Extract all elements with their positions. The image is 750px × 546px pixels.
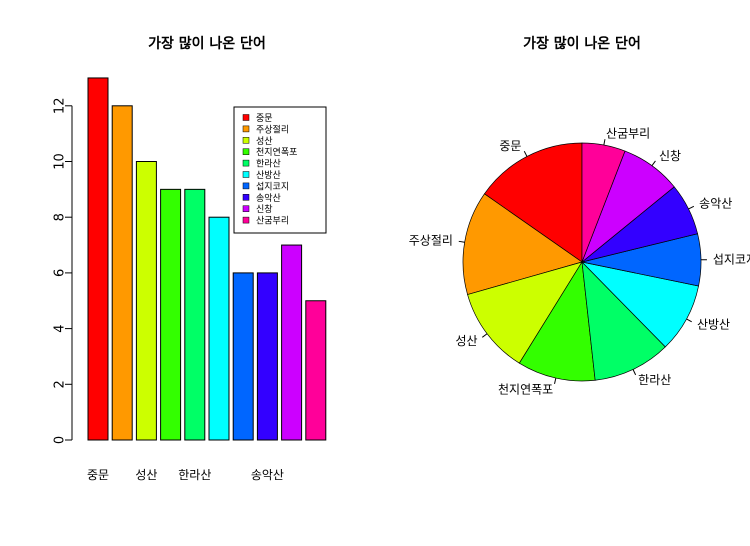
- bar-y-tick-label: 10: [53, 153, 68, 170]
- legend-swatch: [243, 172, 249, 178]
- bar-1: [112, 106, 132, 440]
- pie-label-tick: [555, 378, 556, 384]
- legend-entry: 섭지코지: [256, 181, 289, 192]
- bar-chart-title: 가장 많이 나온 단어: [148, 35, 266, 52]
- legend-swatch: [243, 149, 249, 155]
- bar-3: [161, 189, 181, 440]
- pie-label: 신창: [659, 149, 681, 163]
- bar-x-labels: 중문 성산 한라산 송악산: [87, 468, 284, 482]
- bar-x-label: 송악산: [251, 468, 284, 482]
- legend-swatch: [243, 115, 249, 121]
- bar-y-tick-label: 12: [53, 98, 68, 115]
- pie-label-tick: [652, 161, 655, 166]
- bar-9: [306, 301, 326, 440]
- legend-entry: 신창: [256, 204, 273, 215]
- legend-entry: 천지연폭포: [256, 147, 297, 158]
- pie-label: 산방산: [697, 318, 730, 332]
- bar-7: [257, 273, 277, 440]
- bar-2: [136, 162, 156, 441]
- pie-label-tick: [459, 241, 465, 242]
- legend-entry: 성산: [256, 136, 273, 147]
- bar-5: [209, 217, 229, 440]
- legend-entry: 송악산: [256, 192, 281, 204]
- bar-y-tick-label: 4: [53, 324, 68, 332]
- legend-entry: 산굼부리: [256, 216, 289, 227]
- pie-label: 섭지코지: [713, 253, 750, 267]
- bar-4: [185, 189, 205, 440]
- bar-6: [233, 273, 253, 440]
- pie-slices: [463, 143, 701, 381]
- legend-swatch: [243, 183, 249, 189]
- pie-label: 송악산: [699, 197, 732, 211]
- bar-y-tick-label: 8: [53, 213, 68, 221]
- pie-label-tick: [524, 151, 527, 156]
- bar-8: [282, 245, 302, 440]
- pie-label-tick: [482, 334, 487, 338]
- legend-swatch: [243, 217, 249, 223]
- pie-label: 산굼부리: [606, 126, 650, 140]
- pie-label-tick: [686, 319, 691, 322]
- pie-label: 한라산: [638, 373, 671, 387]
- legend-entry: 산방산: [256, 170, 281, 181]
- legend-swatch: [243, 206, 249, 212]
- bar-x-label: 성산: [135, 468, 157, 482]
- bar-x-label: 중문: [87, 468, 109, 482]
- pie-label: 주상절리: [409, 233, 453, 247]
- legend-swatch: [243, 194, 249, 200]
- legend-entry: 한라산: [256, 159, 281, 170]
- pie-label-tick: [633, 369, 636, 374]
- pie-label: 천지연폭포: [498, 382, 553, 397]
- bar-0: [88, 78, 108, 440]
- bar-x-label: 한라산: [178, 468, 211, 482]
- bar-y-tick-label: 2: [53, 380, 68, 388]
- legend-entry: 주상절리: [256, 123, 289, 135]
- legend-swatch: [243, 137, 249, 143]
- pie-chart-title: 가장 많이 나온 단어: [523, 35, 641, 52]
- legend-swatch: [243, 126, 249, 132]
- pie-label: 중문: [499, 139, 521, 153]
- pie-label: 성산: [455, 334, 477, 348]
- legend-entry: 중문: [256, 113, 273, 124]
- pie-label-tick: [689, 206, 694, 209]
- bar-y-tick-label: 0: [53, 436, 68, 444]
- pie-label-tick: [604, 139, 605, 145]
- legend-swatch: [243, 160, 249, 166]
- bar-y-axis: 0 2 4 6 8 10 12: [53, 98, 73, 445]
- bar-y-tick-label: 6: [53, 269, 68, 277]
